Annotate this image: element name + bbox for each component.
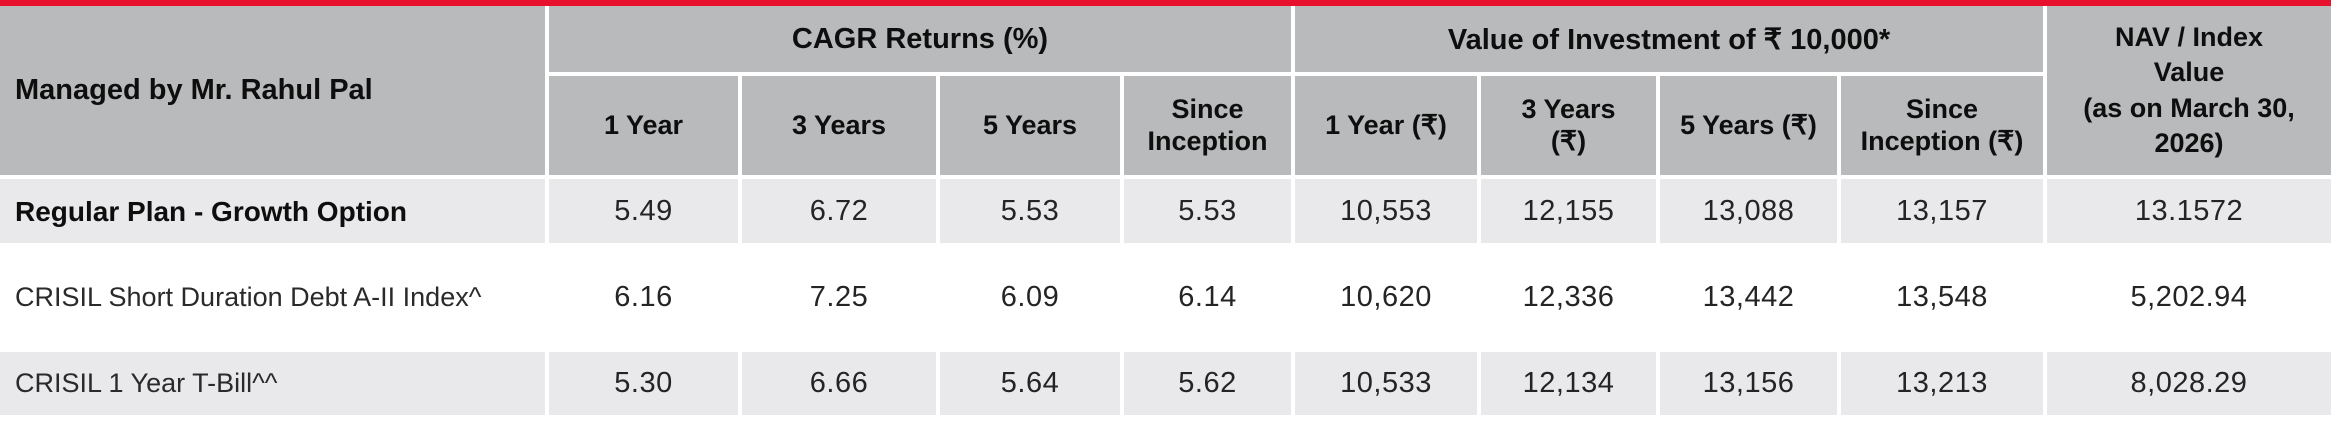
- accent-top-rule: [0, 0, 2331, 6]
- column-header-nav-index-value: NAV / Index Value (as on March 30, 2026): [2047, 6, 2331, 175]
- cell-index-cagr-1y: 6.16: [549, 247, 738, 348]
- cell-index-cagr-3y: 7.25: [742, 247, 936, 348]
- cell-regular-cagr-5y: 5.53: [940, 179, 1120, 243]
- cell-index-cagr-si: 6.14: [1124, 247, 1291, 348]
- row-label-regular-plan-growth: Regular Plan - Growth Option: [0, 179, 545, 243]
- column-header-cagr-3-years: 3 Years: [742, 76, 936, 175]
- row-label-crisil-short-duration-index: CRISIL Short Duration Debt A-II Index^: [0, 247, 545, 348]
- cell-regular-inv-1y: 10,553: [1295, 179, 1477, 243]
- column-header-inv-5-years: 5 Years (₹): [1660, 76, 1837, 175]
- group-header-value-of-investment: Value of Investment of ₹ 10,000*: [1295, 6, 2043, 72]
- column-header-cagr-since-inception: Since Inception: [1124, 76, 1291, 175]
- cell-tbill-nav: 8,028.29: [2047, 352, 2331, 415]
- column-header-inv-3-years: 3 Years (₹): [1481, 76, 1656, 175]
- cell-index-cagr-5y: 6.09: [940, 247, 1120, 348]
- cell-tbill-cagr-1y: 5.30: [549, 352, 738, 415]
- cell-tbill-cagr-5y: 5.64: [940, 352, 1120, 415]
- cell-index-nav: 5,202.94: [2047, 247, 2331, 348]
- column-header-inv-1-year: 1 Year (₹): [1295, 76, 1477, 175]
- column-header-cagr-5-years: 5 Years: [940, 76, 1120, 175]
- cell-regular-inv-si: 13,157: [1841, 179, 2043, 243]
- cell-regular-nav: 13.1572: [2047, 179, 2331, 243]
- cell-regular-cagr-1y: 5.49: [549, 179, 738, 243]
- row-label-crisil-1-year-t-bill: CRISIL 1 Year T-Bill^^: [0, 352, 545, 415]
- cell-regular-cagr-3y: 6.72: [742, 179, 936, 243]
- cell-index-inv-1y: 10,620: [1295, 247, 1477, 348]
- cell-regular-inv-5y: 13,088: [1660, 179, 1837, 243]
- column-header-inv-since-inception: Since Inception (₹): [1841, 76, 2043, 175]
- cell-tbill-inv-si: 13,213: [1841, 352, 2043, 415]
- cell-tbill-cagr-3y: 6.66: [742, 352, 936, 415]
- cell-index-inv-si: 13,548: [1841, 247, 2043, 348]
- column-header-managed-by: Managed by Mr. Rahul Pal: [0, 6, 545, 175]
- cell-regular-cagr-si: 5.53: [1124, 179, 1291, 243]
- column-header-cagr-1-year: 1 Year: [549, 76, 738, 175]
- cell-tbill-inv-1y: 10,533: [1295, 352, 1477, 415]
- performance-table: Managed by Mr. Rahul Pal CAGR Returns (%…: [0, 6, 2331, 415]
- cell-index-inv-3y: 12,336: [1481, 247, 1656, 348]
- cell-regular-inv-3y: 12,155: [1481, 179, 1656, 243]
- cell-tbill-inv-5y: 13,156: [1660, 352, 1837, 415]
- cell-tbill-cagr-si: 5.62: [1124, 352, 1291, 415]
- cell-tbill-inv-3y: 12,134: [1481, 352, 1656, 415]
- cell-index-inv-5y: 13,442: [1660, 247, 1837, 348]
- group-header-cagr-returns: CAGR Returns (%): [549, 6, 1291, 72]
